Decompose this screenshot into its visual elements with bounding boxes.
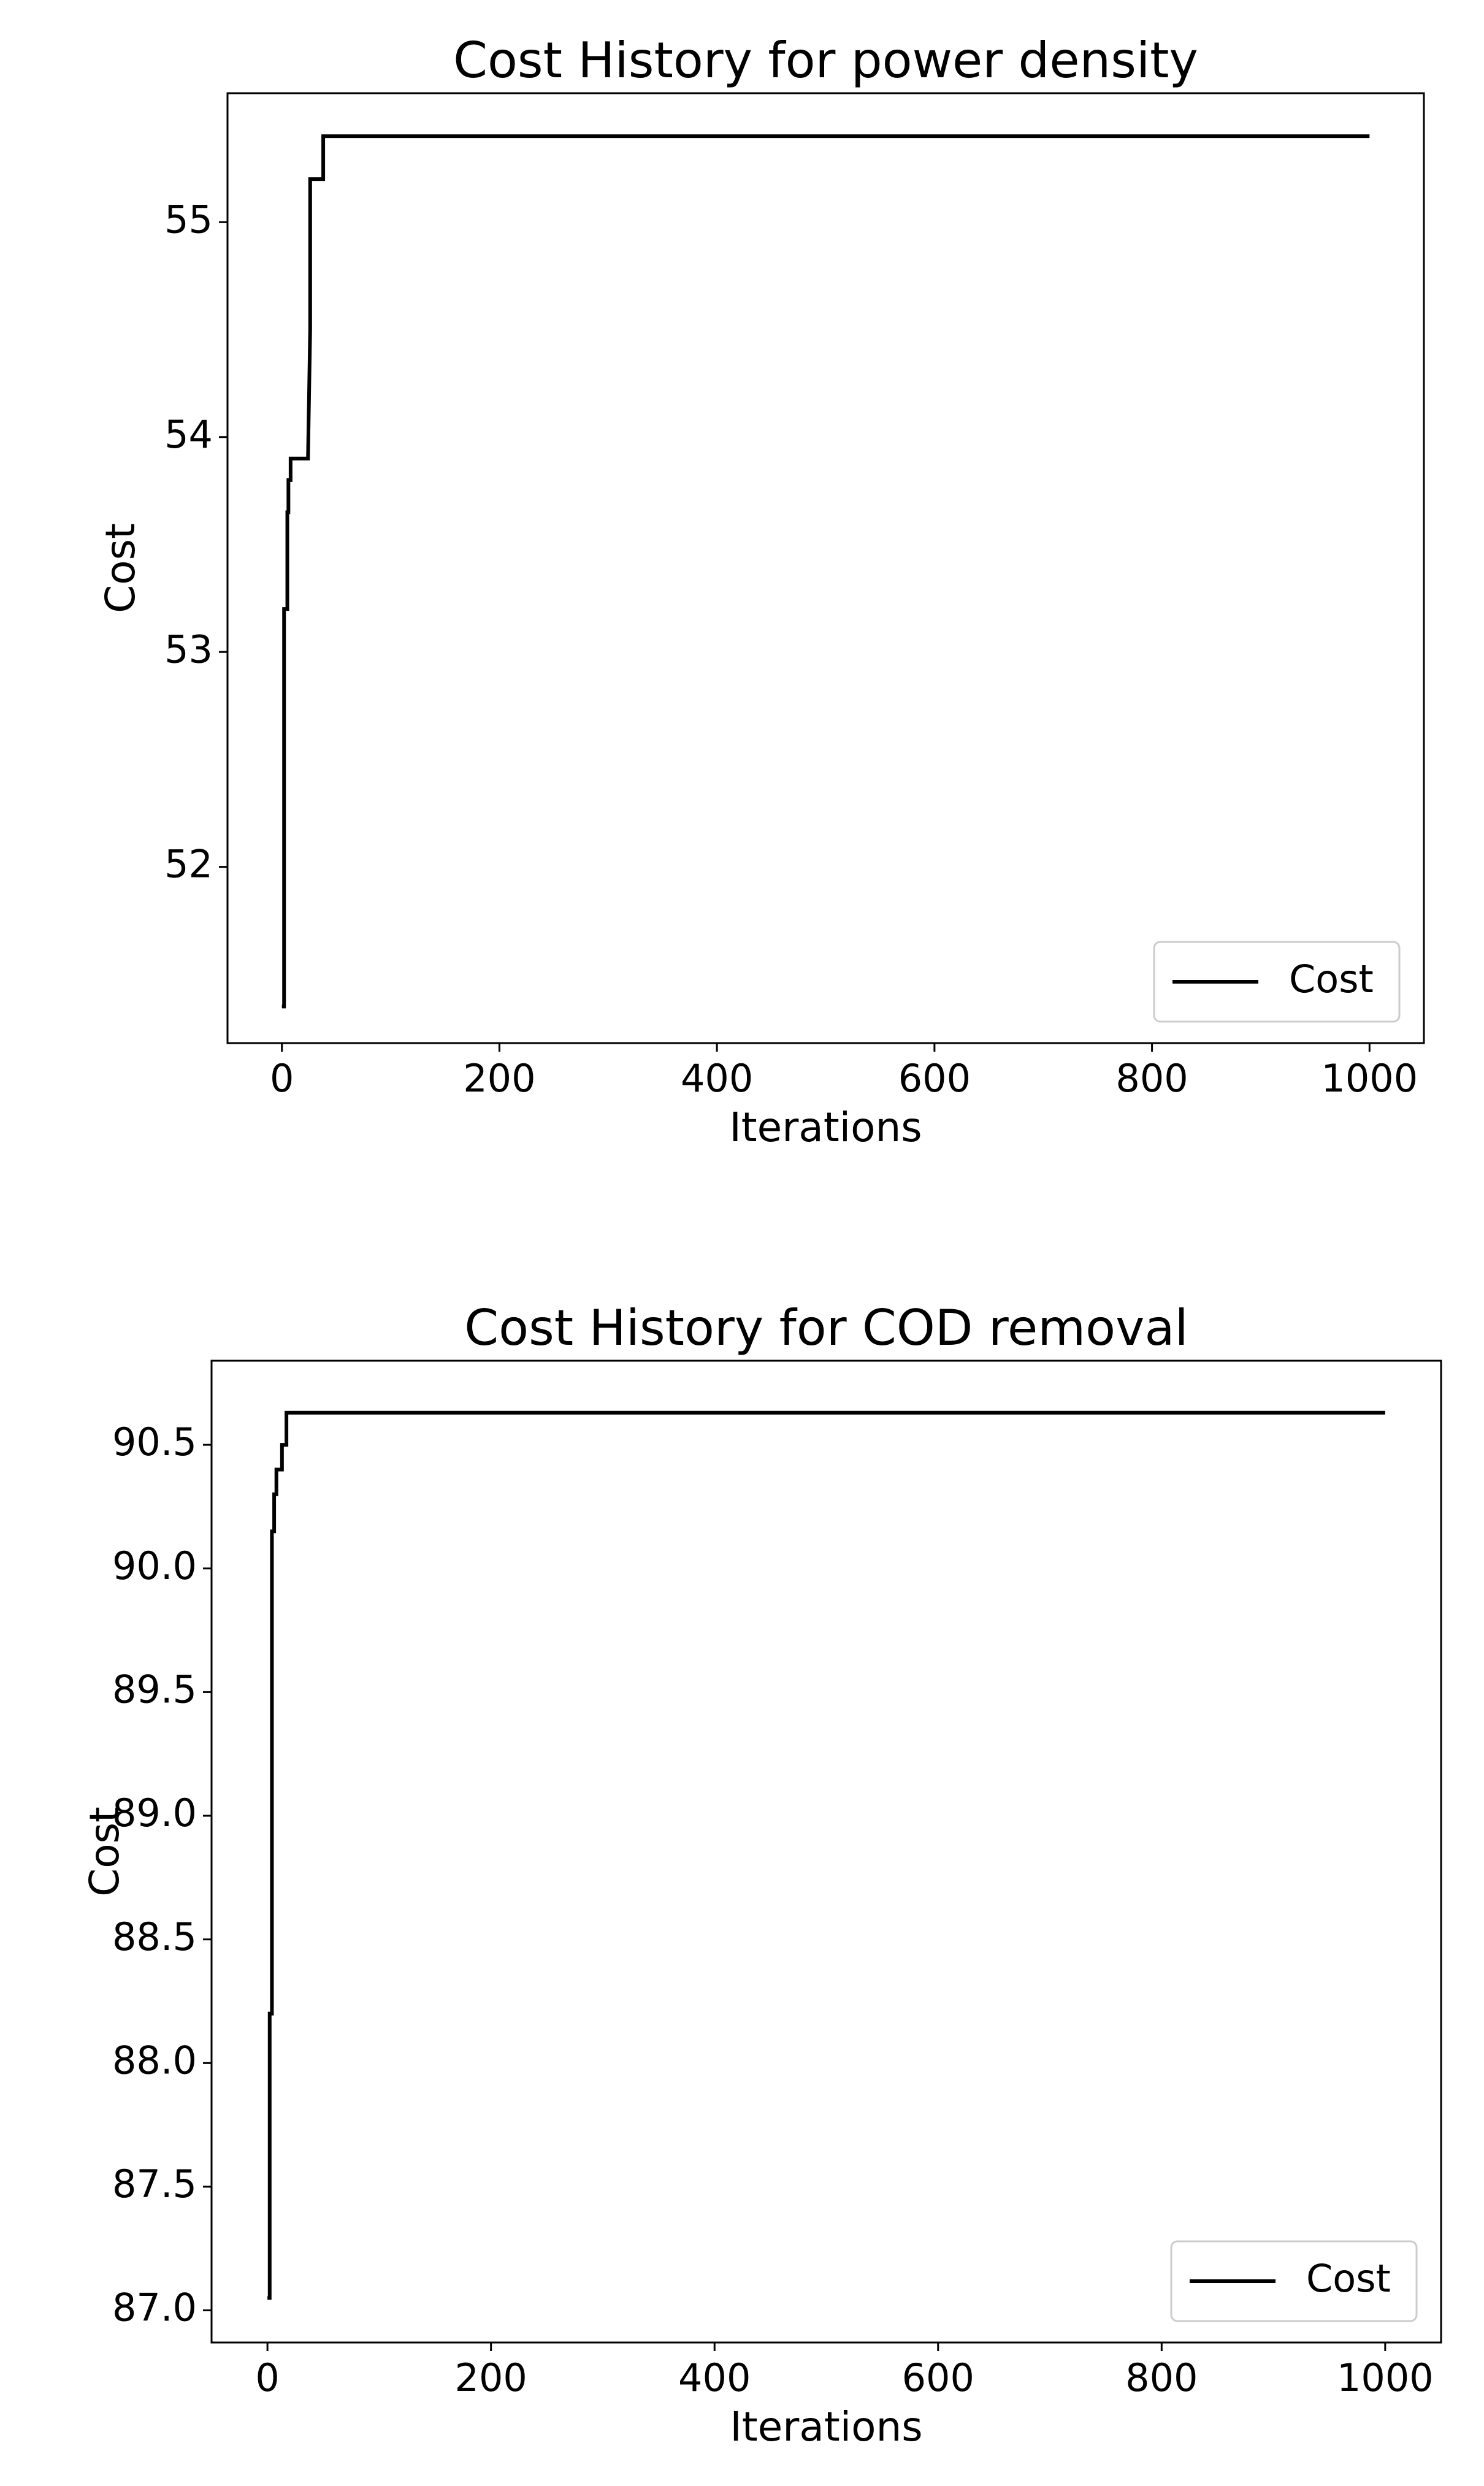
x-tick-label: 800: [1115, 1056, 1188, 1101]
y-tick-label: 87.0: [112, 2285, 197, 2330]
chart-title: Cost History for power density: [453, 32, 1198, 89]
legend-label: Cost: [1306, 2256, 1391, 2301]
y-tick-label: 55: [164, 197, 213, 242]
x-tick-label: 600: [898, 1056, 971, 1101]
chart-title: Cost History for COD removal: [464, 1299, 1188, 1356]
y-tick-label: 90.5: [112, 1420, 197, 1464]
x-axis-label: Iterations: [730, 2403, 922, 2450]
y-axis-label: Cost: [97, 523, 144, 613]
y-tick-label: 88.0: [112, 2038, 197, 2083]
x-tick-label: 1000: [1321, 1056, 1418, 1101]
y-tick-label: 54: [164, 412, 213, 457]
legend-label: Cost: [1289, 957, 1374, 1001]
x-tick-label: 800: [1125, 2355, 1198, 2400]
y-tick-label: 52: [164, 842, 213, 887]
legend-box: [1170, 2240, 1418, 2322]
y-tick-label: 89.0: [112, 1791, 197, 1835]
x-tick-label: 200: [455, 2355, 527, 2400]
y-tick-label: 90.0: [112, 1543, 197, 1588]
y-tick-label: 87.5: [112, 2162, 197, 2206]
x-tick-label: 0: [255, 2355, 279, 2400]
y-axis-label: Cost: [81, 1807, 128, 1897]
legend-box: [1153, 941, 1401, 1023]
x-tick-label: 600: [902, 2355, 974, 2400]
plot-frame: [210, 1360, 1442, 2344]
y-tick-label: 53: [164, 627, 213, 671]
cost-line: [281, 134, 1370, 1009]
x-tick-label: 400: [678, 2355, 751, 2400]
x-tick-label: 1000: [1337, 2355, 1434, 2400]
y-tick-label: 89.5: [112, 1667, 197, 1712]
x-axis-label: Iterations: [729, 1104, 922, 1151]
x-tick-label: 200: [463, 1056, 535, 1101]
x-tick-label: 0: [270, 1056, 294, 1101]
x-tick-label: 400: [681, 1056, 753, 1101]
cost-line: [267, 1410, 1385, 2300]
y-tick-label: 88.5: [112, 1914, 197, 1959]
plot-frame: [226, 92, 1425, 1044]
